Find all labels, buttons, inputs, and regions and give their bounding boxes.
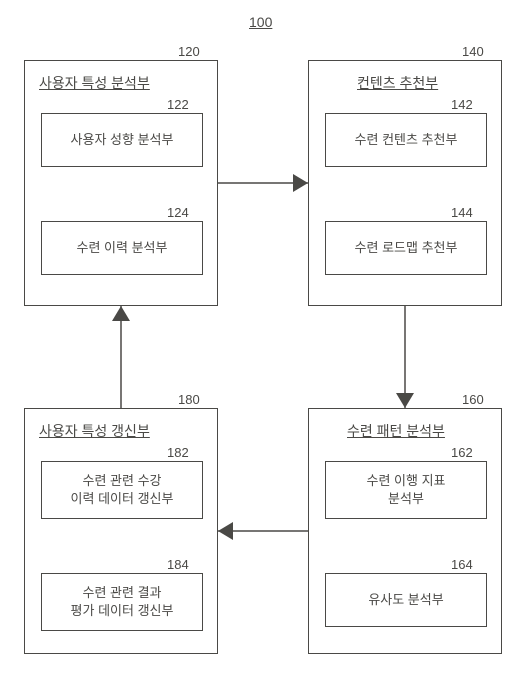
ref-160: 160	[462, 392, 484, 407]
ref-140: 140	[462, 44, 484, 59]
box-124: 수련 이력 분석부	[41, 221, 203, 275]
ref-164: 164	[451, 557, 473, 572]
box-144-label: 수련 로드맵 추천부	[355, 239, 458, 257]
ref-100: 100	[249, 14, 272, 30]
box-182: 수련 관련 수강이력 데이터 갱신부	[41, 461, 203, 519]
ref-120: 120	[178, 44, 200, 59]
box-124-label: 수련 이력 분석부	[77, 239, 168, 257]
ref-144: 144	[451, 205, 473, 220]
ref-184: 184	[167, 557, 189, 572]
box-142-label: 수련 컨텐츠 추천부	[355, 131, 458, 149]
box-184: 수련 관련 결과평가 데이터 갱신부	[41, 573, 203, 631]
block-140: 컨텐츠 추천부 수련 컨텐츠 추천부 142 수련 로드맵 추천부 144	[308, 60, 502, 306]
ref-142: 142	[451, 97, 473, 112]
diagram-canvas: { "diagram": { "top_ref": "100", "text_c…	[0, 0, 526, 694]
ref-182: 182	[167, 445, 189, 460]
block-120: 사용자 특성 분석부 사용자 성향 분석부 122 수련 이력 분석부 124	[24, 60, 218, 306]
ref-180: 180	[178, 392, 200, 407]
box-164-label: 유사도 분석부	[368, 591, 443, 609]
block-180: 사용자 특성 갱신부 수련 관련 수강이력 데이터 갱신부 182 수련 관련 …	[24, 408, 218, 654]
block-180-title: 사용자 특성 갱신부	[39, 421, 150, 441]
box-122: 사용자 성향 분석부	[41, 113, 203, 167]
block-120-title: 사용자 특성 분석부	[39, 73, 150, 93]
box-144: 수련 로드맵 추천부	[325, 221, 487, 275]
box-164: 유사도 분석부	[325, 573, 487, 627]
box-184-label: 수련 관련 결과평가 데이터 갱신부	[71, 584, 174, 619]
box-142: 수련 컨텐츠 추천부	[325, 113, 487, 167]
block-140-title: 컨텐츠 추천부	[357, 73, 438, 93]
block-160-title: 수련 패턴 분석부	[347, 421, 445, 441]
box-182-label: 수련 관련 수강이력 데이터 갱신부	[71, 472, 174, 507]
ref-124: 124	[167, 205, 189, 220]
block-160: 수련 패턴 분석부 수련 이행 지표분석부 162 유사도 분석부 164	[308, 408, 502, 654]
ref-122: 122	[167, 97, 189, 112]
box-122-label: 사용자 성향 분석부	[71, 131, 174, 149]
ref-162: 162	[451, 445, 473, 460]
box-162: 수련 이행 지표분석부	[325, 461, 487, 519]
box-162-label: 수련 이행 지표분석부	[367, 472, 446, 507]
